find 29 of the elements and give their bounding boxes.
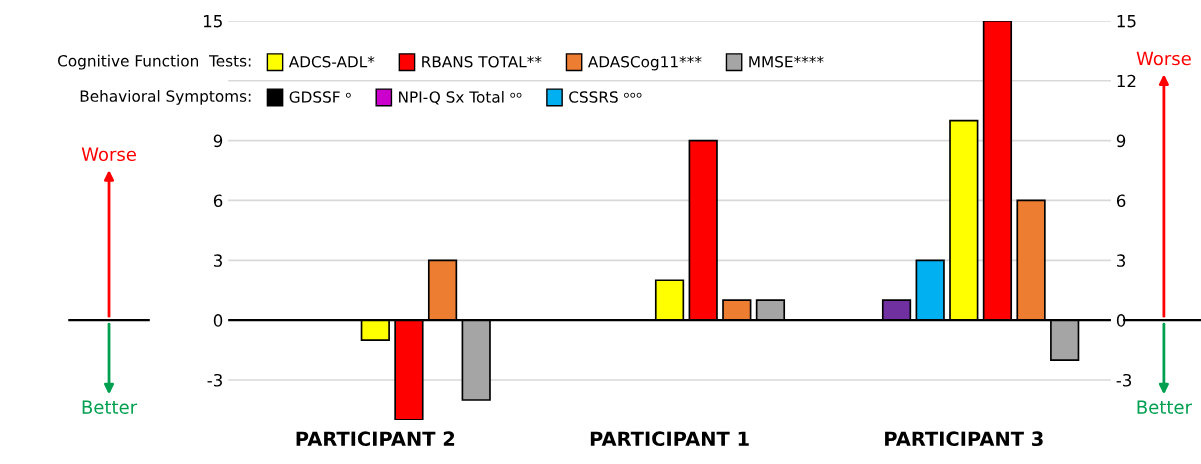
y-tick-label: -3	[207, 373, 222, 387]
legend-label: NPI-Q Sx Total ᵒᵒ	[399, 90, 522, 105]
annotation: Behavioral Symptoms:	[80, 90, 251, 105]
y2-tick-label: 6	[1116, 194, 1126, 208]
y-tick-label: 3	[214, 254, 222, 267]
y2-tick-label: 12	[1117, 74, 1136, 88]
x-tick-label: PARTICIPANT 1	[590, 431, 749, 447]
text: Worse	[1136, 51, 1191, 66]
legend-label: CSSRS ᵒᵒᵒ	[569, 91, 642, 103]
text: Better	[82, 400, 138, 414]
y-tick-label: 0	[213, 314, 223, 327]
y-tick-label: 15	[203, 15, 222, 28]
x-tick-label: PARTICIPANT 3	[885, 431, 1043, 447]
text: Worse	[81, 147, 136, 162]
y2-tick-label: 15	[1117, 15, 1136, 28]
y2-tick-label: 0	[1116, 314, 1126, 327]
y2-tick-label: -3	[1116, 373, 1132, 387]
x-tick-label: PARTICIPANT 2	[296, 431, 455, 447]
y2-tick-label: 3	[1117, 254, 1126, 267]
y2-tick-label: 9	[1116, 134, 1126, 148]
y-tick-label: 9	[213, 134, 223, 148]
legend-label: GDSSF ᵒ	[289, 91, 351, 103]
legend-label: ADCS-ADL*	[288, 55, 375, 68]
legend-label: ADASCog11***	[587, 55, 702, 71]
legend-label: MMSE****	[749, 55, 824, 68]
text: Better	[1137, 400, 1192, 414]
y-tick-label: 6	[213, 194, 223, 208]
legend-label: RBANS TOTAL**	[422, 55, 542, 68]
annotation: Cognitive Function Tests:	[58, 54, 251, 70]
